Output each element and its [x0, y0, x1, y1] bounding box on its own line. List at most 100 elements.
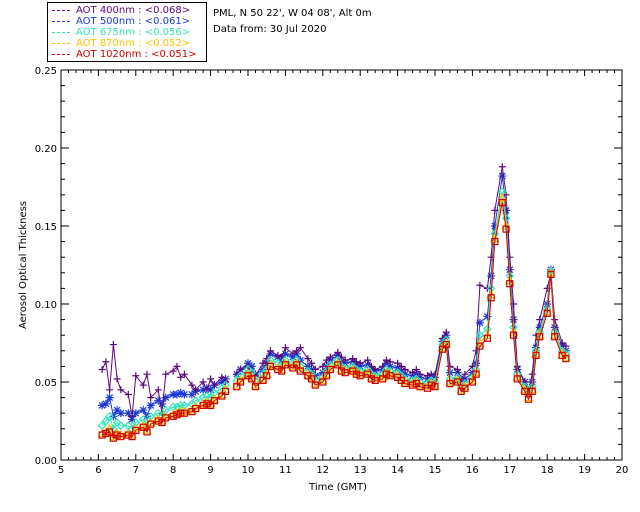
- data-point: [146, 401, 155, 410]
- data-point: [172, 390, 181, 399]
- data-point: [105, 393, 114, 402]
- data-point: [112, 428, 122, 438]
- x-tick-label: 13: [354, 465, 367, 476]
- legend-label: AOT 675nm : <0.056>: [76, 27, 191, 38]
- data-point: [116, 421, 126, 431]
- data-point: [430, 379, 440, 389]
- data-point: [105, 411, 114, 421]
- data-point: [278, 367, 286, 375]
- y-tick-label: 0.20: [35, 144, 57, 155]
- data-point: [355, 368, 366, 378]
- data-point: [98, 431, 106, 439]
- data-point: [409, 369, 417, 377]
- data-point: [147, 394, 155, 402]
- data-point: [347, 364, 358, 374]
- data-point: [411, 376, 422, 386]
- data-point: [308, 359, 316, 367]
- data-point: [131, 418, 141, 427]
- x-axis-label: Time (GMT): [308, 482, 367, 493]
- data-point: [210, 397, 218, 405]
- data-point: [446, 379, 454, 388]
- data-point: [97, 428, 107, 438]
- data-point: [498, 172, 507, 181]
- data-point: [338, 353, 345, 361]
- data-point: [442, 340, 450, 349]
- data-point: [341, 356, 349, 364]
- data-point: [154, 396, 163, 405]
- x-tick-label: 17: [503, 465, 516, 476]
- legend-swatch: [52, 20, 70, 22]
- data-point: [408, 381, 417, 389]
- data-point: [139, 406, 148, 415]
- data-point: [266, 347, 274, 355]
- data-point: [512, 372, 523, 381]
- data-point: [98, 366, 106, 374]
- data-point: [259, 359, 267, 367]
- data-point: [407, 378, 418, 388]
- data-point: [130, 423, 141, 433]
- data-point: [394, 359, 402, 367]
- data-point: [179, 406, 190, 416]
- data-point: [468, 368, 477, 377]
- data-point: [124, 431, 132, 439]
- data-point: [261, 368, 272, 378]
- data-point: [321, 368, 332, 378]
- data-point: [319, 378, 327, 386]
- data-point: [180, 409, 189, 417]
- data-point: [521, 387, 529, 395]
- series-line: [101, 166, 567, 417]
- data-point: [393, 363, 402, 372]
- data-point: [502, 191, 510, 199]
- data-point: [416, 370, 424, 378]
- data-point: [209, 388, 219, 398]
- data-point: [310, 378, 321, 388]
- data-point: [382, 356, 390, 364]
- legend-swatch: [52, 42, 70, 44]
- legend-label: AOT 400nm : <0.068>: [76, 5, 191, 16]
- data-point: [386, 372, 394, 380]
- data-point: [557, 348, 567, 358]
- y-tick-label: 0.05: [35, 378, 57, 389]
- data-point: [274, 351, 282, 359]
- x-tick-label: 14: [391, 465, 404, 476]
- data-point: [379, 362, 387, 370]
- data-point: [154, 386, 162, 394]
- data-point: [128, 433, 136, 441]
- data-point: [364, 356, 372, 364]
- data-point: [153, 414, 164, 424]
- data-point: [362, 367, 373, 377]
- data-point: [311, 371, 320, 380]
- data-point: [452, 375, 463, 385]
- data-point: [527, 384, 538, 394]
- data-point: [337, 357, 346, 366]
- y-axis-label: Aerosol Optical Thickness: [18, 201, 29, 329]
- data-point: [549, 329, 560, 339]
- data-point: [132, 426, 140, 434]
- data-point: [498, 199, 506, 207]
- x-tick-label: 15: [429, 465, 442, 476]
- data-point: [303, 362, 312, 371]
- data-point: [352, 370, 361, 378]
- data-point: [139, 381, 147, 389]
- data-point: [180, 401, 189, 410]
- data-point: [202, 397, 212, 406]
- data-point: [497, 187, 507, 197]
- data-point: [445, 376, 455, 386]
- data-point: [220, 384, 231, 394]
- plot-frame: [60, 69, 623, 461]
- data-point: [490, 222, 499, 230]
- data-point: [145, 417, 156, 427]
- data-point: [293, 347, 301, 355]
- data-point: [265, 359, 276, 369]
- data-point: [460, 374, 469, 383]
- data-point: [176, 388, 185, 397]
- data-point: [139, 423, 147, 431]
- data-point: [491, 238, 499, 246]
- data-point: [207, 401, 215, 409]
- x-tick-label: 6: [95, 465, 101, 476]
- data-point: [341, 369, 349, 377]
- data-point: [311, 381, 319, 389]
- legend-item-500nm: AOT 500nm : <0.061>: [52, 16, 190, 27]
- data-point: [401, 379, 409, 388]
